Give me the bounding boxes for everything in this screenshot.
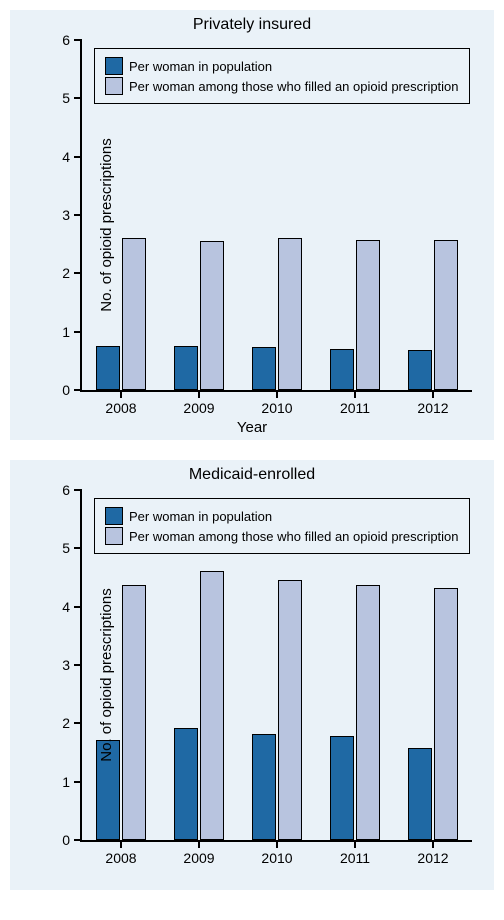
y-tick	[74, 489, 82, 491]
bar	[278, 238, 302, 390]
y-tick	[74, 722, 82, 724]
y-tick-label: 3	[62, 657, 70, 673]
legend-row: Per woman among those who filled an opio…	[105, 77, 459, 95]
bar	[434, 240, 458, 391]
y-tick	[74, 606, 82, 608]
x-tick	[276, 390, 278, 398]
bar	[200, 241, 224, 390]
bar	[200, 571, 224, 841]
y-tick-label: 5	[62, 90, 70, 106]
bar	[408, 350, 432, 390]
y-axis-label: No. of opioid prescriptions	[98, 138, 115, 311]
legend: Per woman in population Per woman among t…	[94, 48, 470, 104]
legend-swatch	[105, 527, 123, 545]
bar	[408, 748, 432, 840]
bar	[356, 240, 380, 391]
legend-swatch	[105, 77, 123, 95]
legend-row: Per woman in population	[105, 57, 459, 75]
legend: Per woman in population Per woman among t…	[94, 498, 470, 554]
x-tick	[354, 390, 356, 398]
x-tick-label: 2011	[340, 850, 370, 866]
y-tick-label: 6	[62, 482, 70, 498]
y-tick	[74, 839, 82, 841]
y-tick-label: 0	[62, 382, 70, 398]
x-axis-label: Year	[10, 419, 494, 436]
y-tick-label: 1	[62, 324, 70, 340]
x-tick	[198, 840, 200, 848]
y-tick	[74, 156, 82, 158]
bar	[356, 585, 380, 841]
bar	[330, 349, 354, 390]
plot-area: 012345620082009201020112012Per woman in …	[80, 490, 472, 842]
chart-1: Medicaid-enrolled01234562008200920102011…	[10, 460, 494, 890]
x-tick-label: 2009	[183, 850, 214, 866]
y-tick	[74, 331, 82, 333]
legend-row: Per woman among those who filled an opio…	[105, 527, 459, 545]
x-tick	[432, 840, 434, 848]
legend-swatch	[105, 57, 123, 75]
y-tick	[74, 272, 82, 274]
legend-row: Per woman in population	[105, 507, 459, 525]
bar	[252, 347, 276, 390]
bar	[278, 580, 302, 840]
x-tick	[198, 390, 200, 398]
y-tick-label: 3	[62, 207, 70, 223]
legend-swatch	[105, 507, 123, 525]
y-tick-label: 1	[62, 774, 70, 790]
y-axis-label: No. of opioid prescriptions	[98, 588, 115, 761]
y-tick	[74, 214, 82, 216]
x-tick-label: 2012	[417, 400, 448, 416]
bar	[174, 728, 198, 840]
y-tick	[74, 664, 82, 666]
legend-label: Per woman in population	[129, 59, 272, 74]
y-tick	[74, 39, 82, 41]
chart-0: Privately insured01234562008200920102011…	[10, 10, 494, 440]
y-tick-label: 0	[62, 832, 70, 848]
bar	[252, 734, 276, 840]
bar	[122, 238, 146, 390]
x-tick-label: 2008	[105, 400, 136, 416]
bar	[330, 736, 354, 840]
x-tick-label: 2010	[261, 850, 292, 866]
x-tick	[276, 840, 278, 848]
y-tick	[74, 781, 82, 783]
plot-area: 012345620082009201020112012Per woman in …	[80, 40, 472, 392]
bar	[122, 585, 146, 841]
bar	[434, 588, 458, 840]
x-tick-label: 2009	[183, 400, 214, 416]
legend-label: Per woman in population	[129, 509, 272, 524]
legend-label: Per woman among those who filled an opio…	[129, 529, 459, 544]
legend-label: Per woman among those who filled an opio…	[129, 79, 459, 94]
y-tick-label: 6	[62, 32, 70, 48]
y-tick	[74, 547, 82, 549]
y-tick-label: 5	[62, 540, 70, 556]
x-tick	[120, 840, 122, 848]
x-tick	[432, 390, 434, 398]
y-tick-label: 2	[62, 715, 70, 731]
y-tick-label: 2	[62, 265, 70, 281]
x-tick	[354, 840, 356, 848]
x-tick	[120, 390, 122, 398]
y-tick	[74, 97, 82, 99]
x-tick-label: 2012	[417, 850, 448, 866]
chart-title: Privately insured	[10, 16, 494, 34]
x-tick-label: 2011	[340, 400, 370, 416]
bar	[96, 346, 120, 390]
bar	[174, 346, 198, 390]
y-tick	[74, 389, 82, 391]
x-tick-label: 2008	[105, 850, 136, 866]
y-tick-label: 4	[62, 149, 70, 165]
chart-title: Medicaid-enrolled	[10, 466, 494, 484]
y-tick-label: 4	[62, 599, 70, 615]
x-tick-label: 2010	[261, 400, 292, 416]
